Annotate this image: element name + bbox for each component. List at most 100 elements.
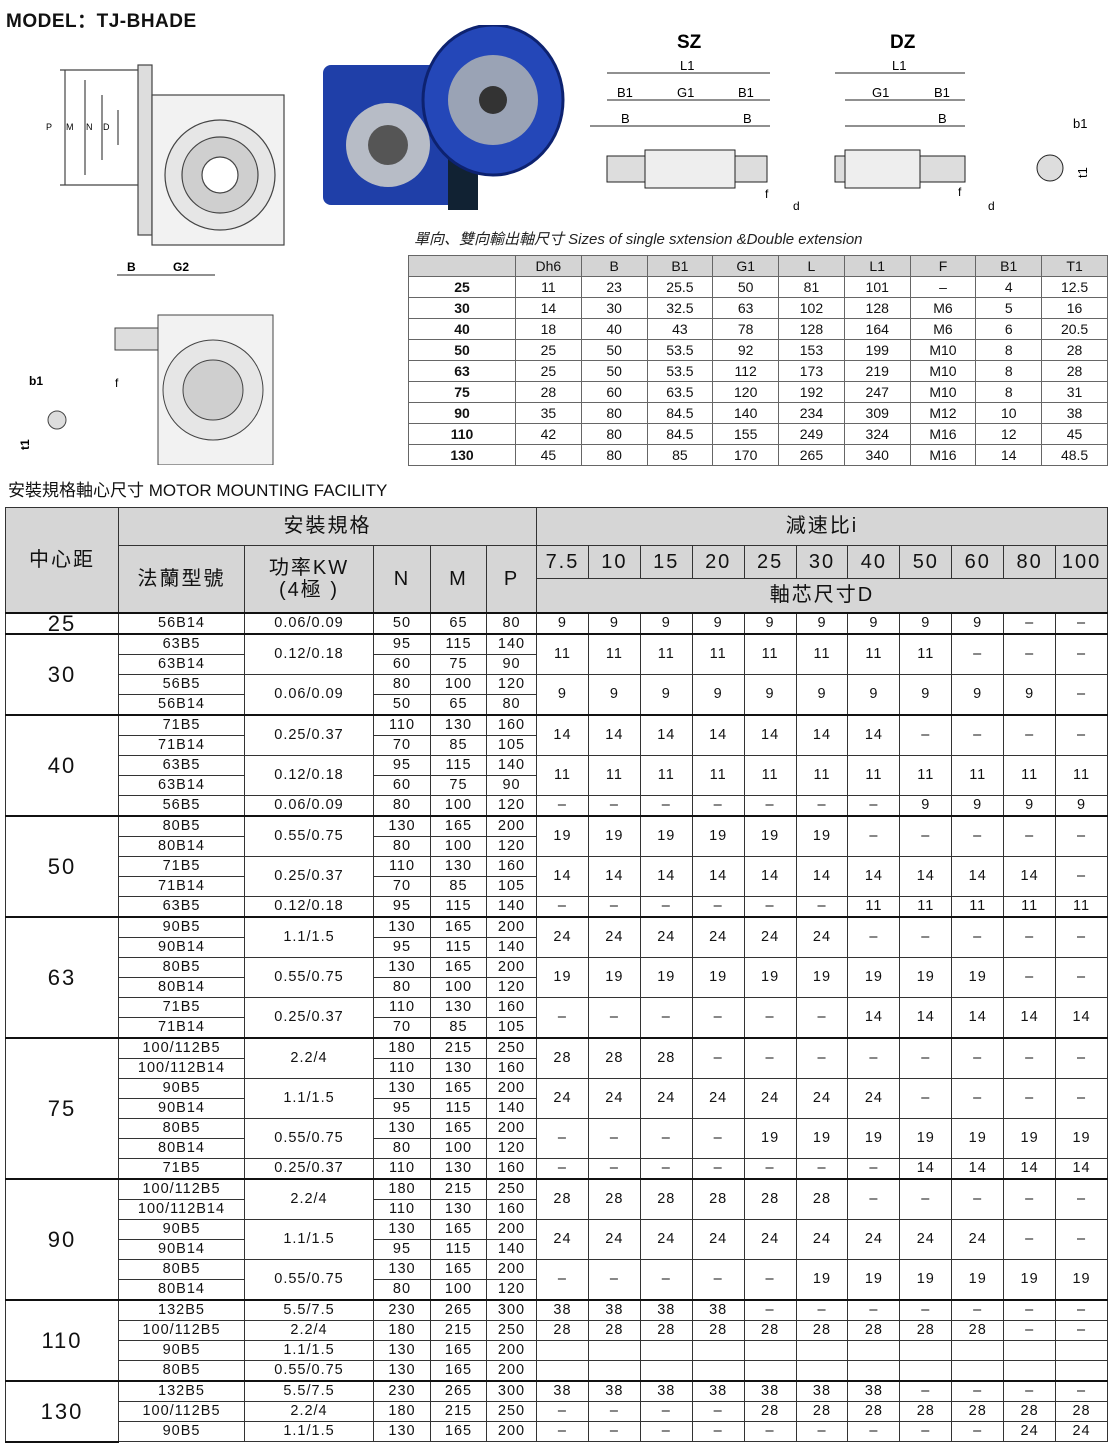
p-cell: 200: [485, 957, 538, 978]
m-cell: 100: [430, 977, 487, 998]
n-cell: 110: [373, 856, 431, 877]
table-row: 75 100/112B5 2.2/4 180 215 250 28 28 28– – – – – – – –: [5, 1037, 1108, 1180]
shaft-d-cell: 19: [795, 957, 849, 998]
table-row: 63B14 60 75 90: [6, 775, 1108, 796]
center-distance-cell: 63: [5, 916, 119, 1039]
p-cell: 250: [485, 1401, 538, 1422]
value-cell: 85: [646, 444, 714, 466]
value-cell: 84.5: [646, 423, 714, 445]
shaft-d-cell: –: [899, 1037, 953, 1079]
n-cell: 130: [373, 916, 431, 938]
power-cell: 0.12/0.18: [244, 896, 374, 918]
shaft-d-cell: –: [1003, 1178, 1057, 1220]
m-cell: 165: [430, 957, 487, 978]
shaft-d-cell: 9: [691, 674, 745, 716]
shaft-d-cell: 24: [587, 1219, 641, 1260]
n-cell: 95: [373, 937, 431, 958]
m-cell: 65: [430, 694, 487, 716]
value-cell: 78: [712, 318, 780, 340]
power-cell: 0.25/0.37: [244, 714, 374, 756]
value-cell: 247: [843, 381, 911, 403]
m-cell: 165: [430, 815, 487, 837]
center-distance-cell: 30: [5, 633, 119, 716]
n-header: N: [373, 545, 431, 614]
shaft-d-cell: 14: [1003, 997, 1057, 1039]
shaft-d-cell: 14: [639, 714, 693, 756]
value-cell: 192: [778, 381, 845, 403]
table-row: 90B5 1.1/1.5 130 165 200 24 24 24 24 24 24 24– – – –: [6, 1078, 1108, 1119]
shaft-d-cell: 19: [691, 957, 745, 998]
shaft-d-cell: 9: [951, 795, 1005, 817]
p-cell: 120: [485, 1279, 538, 1301]
flange-cell: 100/112B5: [118, 1320, 245, 1341]
m-cell: 100: [430, 1279, 487, 1301]
table-row: 56B5 0.06/0.09 80 100 120– – – – – – –9 9 9 9: [6, 795, 1108, 817]
m-cell: 165: [430, 1219, 487, 1240]
value-cell: 28: [1041, 360, 1108, 382]
p-cell: 200: [485, 1219, 538, 1240]
shaft-d-cell: 38: [587, 1299, 641, 1321]
n-cell: 80: [373, 977, 431, 998]
ratio-column-header: 15: [639, 545, 693, 579]
shaft-d-cell: 28: [743, 1401, 797, 1422]
flange-cell: 100/112B5: [118, 1178, 245, 1200]
flange-cell: 90B5: [118, 1340, 245, 1361]
dz-b1-label: B1: [934, 85, 950, 100]
shaft-d-cell: 28: [951, 1401, 1005, 1422]
p-cell: 200: [485, 1118, 538, 1139]
column-header: B1: [646, 255, 714, 277]
table-row: 110 42 80 84.5 155 249 324 M16 12 45: [408, 423, 1108, 445]
shaft-d-cell: –: [795, 1158, 849, 1180]
shaft-d-cell: 19: [951, 1259, 1005, 1301]
shaft-d-cell: [691, 1340, 745, 1361]
p-cell: 120: [485, 1138, 538, 1159]
p-cell: 105: [485, 735, 538, 756]
shaft-d-cell: 19: [847, 1118, 901, 1159]
sz-b-label: B: [621, 111, 630, 126]
shaft-d-cell: 38: [847, 1380, 901, 1402]
power-cell: 0.55/0.75: [244, 815, 374, 857]
shaft-d-cell: 14: [1003, 1158, 1057, 1180]
shaft-d-cell: –: [743, 1421, 797, 1442]
n-cell: 95: [373, 755, 431, 776]
shaft-d-cell: 9: [1003, 674, 1057, 716]
value-cell: 101: [843, 276, 911, 298]
power-cell: 1.1/1.5: [244, 916, 374, 958]
n-cell: 50: [373, 612, 431, 635]
table-row: 50 80B5 0.55/0.75 130 165 200 19 19 19 19 19 19– – – –…: [5, 815, 1108, 918]
flange-cell: 80B14: [118, 1138, 245, 1159]
shaft-d-cell: 19: [743, 815, 797, 857]
shaft-d-cell: 11: [536, 755, 589, 796]
value-cell: 50: [580, 339, 648, 361]
table-row: 71B5 0.25/0.37 110 130 160– – – – – –14 14 14 14 14: [6, 997, 1108, 1039]
shaft-d-cell: –: [536, 997, 589, 1039]
shaft-d-cell: [899, 1360, 953, 1382]
shaft-d-cell: 14: [951, 1158, 1005, 1180]
p-cell: 90: [485, 775, 538, 796]
shaft-d-cell: 28: [1055, 1401, 1108, 1422]
table-row: 40 18 40 43 78 128 164 M6 6 20.5: [408, 318, 1108, 340]
power-cell: 0.12/0.18: [244, 755, 374, 796]
value-cell: 25.5: [646, 276, 714, 298]
table-row: 90B5 1.1/1.5 130 165 200– – – – – – – – –24 24: [6, 1421, 1108, 1442]
value-cell: 48.5: [1041, 444, 1108, 466]
table-row: 100/112B5 2.2/4 180 215 250– – – –28 28 28 28 28 28 2…: [6, 1401, 1108, 1422]
shaft-d-cell: –: [639, 1401, 693, 1422]
size-cell: 25: [408, 276, 516, 298]
shaft-d-cell: 14: [587, 714, 641, 756]
shaft-d-cell: [587, 1340, 641, 1361]
dz-d-label: d: [988, 199, 995, 213]
flange-cell: 90B5: [118, 1078, 245, 1099]
m-cell: 165: [430, 1078, 487, 1099]
shaft-d-cell: 24: [536, 1078, 589, 1119]
shaft-d-cell: 28: [691, 1178, 745, 1220]
table-row: 110 132B5 5.5/7.5 230 265 300 38 38 38 38– – – – – – –: [5, 1299, 1108, 1382]
table-row: 90B14 95 115 140: [6, 937, 1108, 958]
shaft-d-cell: 14: [587, 856, 641, 897]
shaft-d-cell: 9: [1003, 795, 1057, 817]
value-cell: 60: [580, 381, 648, 403]
p-cell: 160: [485, 997, 538, 1018]
sz-g1-label: G1: [677, 85, 694, 100]
column-header: B: [580, 255, 648, 277]
shaft-d-cell: –: [639, 1158, 693, 1180]
